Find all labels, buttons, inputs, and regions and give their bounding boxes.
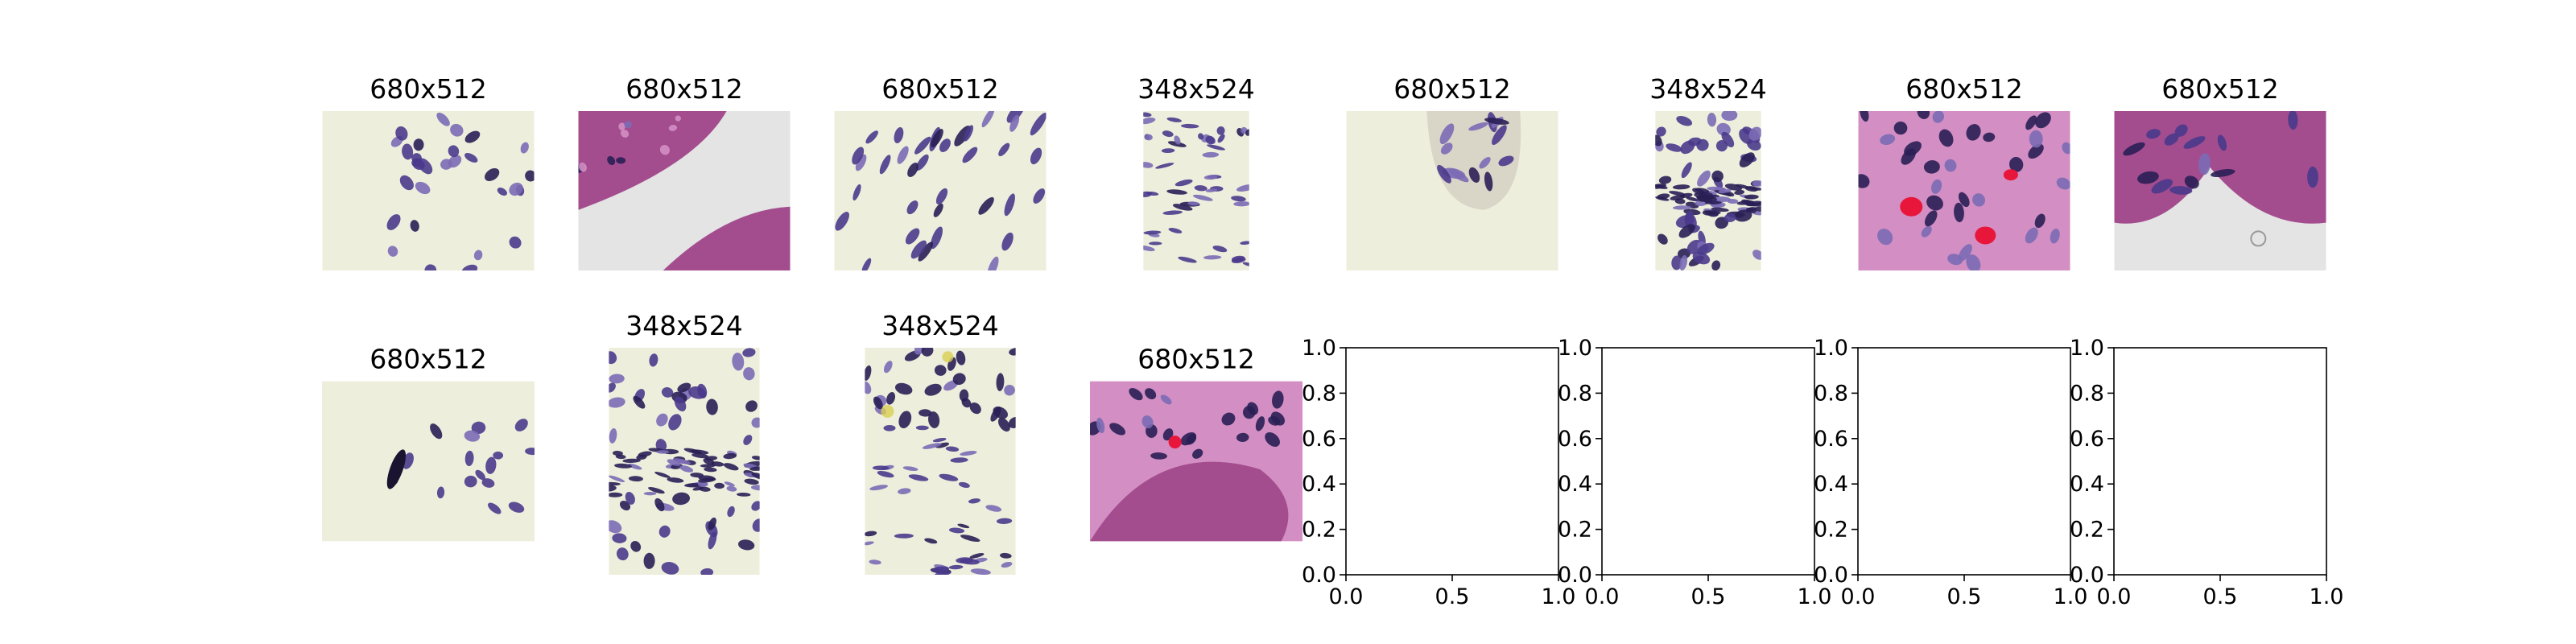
axes-frame: [1601, 347, 1815, 576]
panel-title: 680x512: [369, 344, 487, 375]
x-tick-label: 0.0: [1841, 584, 1876, 609]
image-panel: 680x512: [1346, 73, 1558, 270]
image-panel: 348x524: [1137, 73, 1255, 270]
image-panel: 680x512: [578, 73, 791, 270]
y-tick-label: 0.2: [1302, 518, 1336, 543]
tissue-image: [322, 381, 535, 542]
y-tick-label: 0.8: [1302, 381, 1336, 406]
axes-frame: [2113, 347, 2327, 576]
y-tick-label: 0.8: [2070, 381, 2104, 406]
tissue-image: [1143, 111, 1249, 270]
y-tick-label: 0.8: [1558, 381, 1592, 406]
y-tick-label: 0.6: [1814, 427, 1848, 452]
tissue-image: [1090, 381, 1302, 542]
image-panel: 680x512: [834, 73, 1046, 270]
y-tick-label: 0.8: [1814, 381, 1848, 406]
y-tick-label: 0.6: [2070, 427, 2104, 452]
panel-title: 680x512: [881, 73, 999, 105]
y-tick-label: 0.6: [1558, 427, 1592, 452]
y-tick-label: 0.2: [1814, 518, 1848, 543]
tissue-image: [2114, 111, 2326, 270]
empty-axes-panel: 0.0 0.5 1.0 0.0 0.2 0.4 0.6 0.8 1.0: [1814, 336, 2087, 609]
axes-frame: [1345, 347, 1559, 576]
tissue-image: [834, 111, 1046, 270]
empty-axes-panel: 0.0 0.5 1.0 0.0 0.2 0.4 0.6 0.8 1.0: [1302, 336, 1575, 609]
tissue-image: [1858, 111, 2070, 270]
panel-title: 348x524: [625, 310, 743, 341]
image-panel: 680x512: [1090, 344, 1302, 542]
y-tick-label: 0.4: [1814, 472, 1848, 497]
y-tick-label: 0.0: [1814, 563, 1848, 588]
image-panel: 680x512: [2114, 73, 2326, 270]
y-tick-label: 0.4: [2070, 472, 2104, 497]
image-panel: 680x512: [1858, 73, 2070, 270]
tissue-image: [1346, 111, 1558, 270]
empty-axes-panel: 0.0 0.5 1.0 0.0 0.2 0.4 0.6 0.8 1.0: [1558, 336, 1831, 609]
tissue-image: [322, 111, 535, 270]
y-tick-label: 0.4: [1302, 472, 1336, 497]
tissue-image: [865, 348, 1016, 575]
x-tick-label: 0.5: [2203, 584, 2238, 609]
y-tick-label: 0.0: [2070, 563, 2104, 588]
axes-frame: [1857, 347, 2071, 576]
panel-title: 680x512: [1905, 73, 2023, 105]
y-tick-label: 1.0: [1814, 336, 1848, 361]
x-tick-label: 0.0: [1329, 584, 1364, 609]
y-tick-label: 1.0: [1302, 336, 1336, 361]
tissue-image: [578, 111, 791, 270]
x-tick-label: 0.5: [1435, 584, 1470, 609]
panel-title: 680x512: [2161, 73, 2279, 105]
tissue-image: [1655, 111, 1761, 270]
y-tick-label: 0.2: [2070, 518, 2104, 543]
x-tick-label: 0.5: [1947, 584, 1982, 609]
panel-title: 680x512: [625, 73, 743, 105]
y-tick-label: 0.0: [1302, 563, 1336, 588]
x-tick-label: 1.0: [2310, 584, 2344, 609]
x-tick-label: 0.0: [1585, 584, 1620, 609]
x-tick-label: 0.0: [2097, 584, 2132, 609]
y-tick-label: 0.0: [1558, 563, 1592, 588]
panel-title: 348x524: [1649, 73, 1767, 105]
x-tick-label: 0.5: [1691, 584, 1726, 609]
image-panel: 680x512: [322, 73, 535, 270]
x-tick-label: 1.0: [1798, 584, 1832, 609]
x-tick-label: 1.0: [1542, 584, 1576, 609]
image-panel: 348x524: [1649, 73, 1767, 270]
image-panel: 680x512: [322, 344, 535, 542]
image-panel: 348x524: [609, 310, 760, 575]
y-tick-label: 0.2: [1558, 518, 1592, 543]
tissue-image: [609, 348, 760, 575]
y-tick-label: 0.6: [1302, 427, 1336, 452]
panel-title: 680x512: [1137, 344, 1255, 375]
image-panel: 348x524: [865, 310, 1016, 575]
y-tick-label: 1.0: [1558, 336, 1592, 361]
panel-title: 348x524: [1137, 73, 1255, 105]
panel-title: 680x512: [369, 73, 487, 105]
empty-axes-panel: 0.0 0.5 1.0 0.0 0.2 0.4 0.6 0.8 1.0: [2070, 336, 2343, 609]
x-tick-label: 1.0: [2054, 584, 2088, 609]
panel-title: 348x524: [881, 310, 999, 341]
y-tick-label: 0.4: [1558, 472, 1592, 497]
panel-title: 680x512: [1393, 73, 1511, 105]
y-tick-label: 1.0: [2070, 336, 2104, 361]
